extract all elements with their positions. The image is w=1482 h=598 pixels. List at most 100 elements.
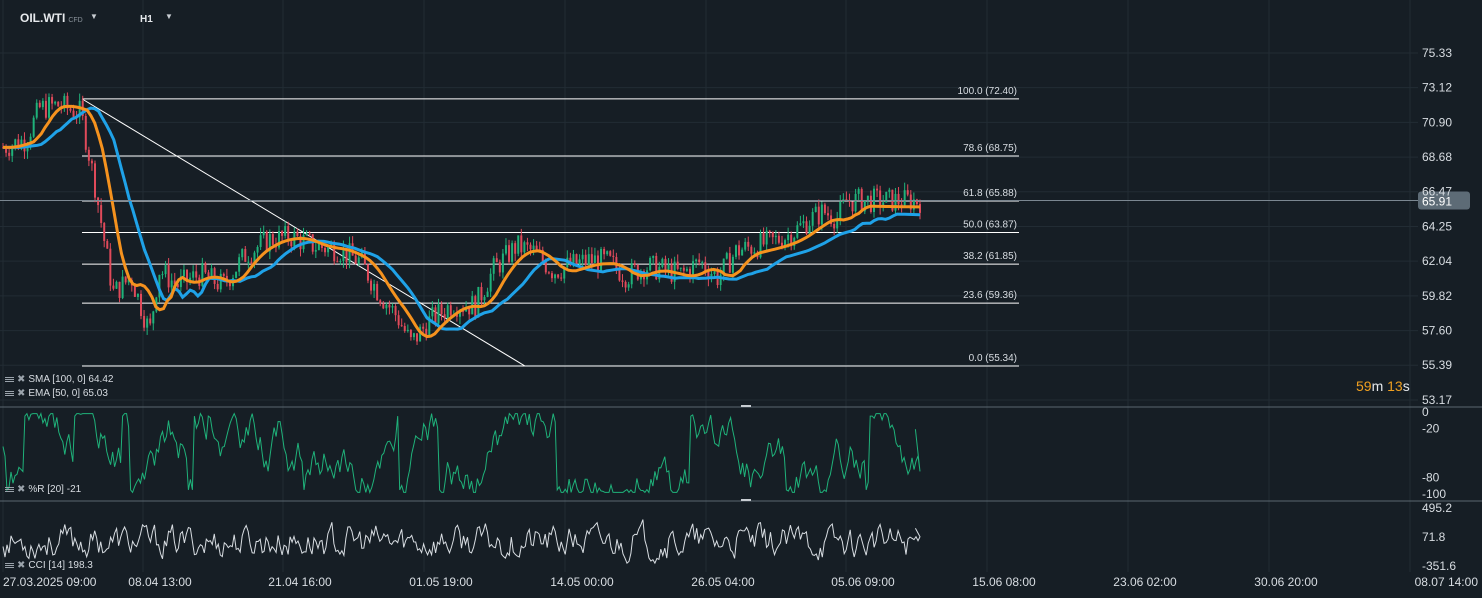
- candle-body: [173, 280, 176, 285]
- wr-axis-label: 0: [1422, 405, 1429, 419]
- candle-body: [161, 274, 164, 276]
- price-axis-label: 62.04: [1422, 254, 1452, 268]
- candle-body: [210, 268, 213, 278]
- candle-body: [483, 296, 486, 301]
- candle-body: [382, 303, 385, 309]
- wr-axis-label: -80: [1422, 471, 1440, 485]
- ema-line[interactable]: [3, 104, 920, 339]
- candle-body: [698, 259, 701, 263]
- settings-lines-icon[interactable]: [5, 390, 15, 398]
- candle-body: [357, 257, 360, 264]
- candle-body: [848, 200, 851, 202]
- candle-body: [584, 254, 587, 265]
- candle-body: [265, 231, 268, 252]
- candle-body: [495, 258, 498, 263]
- candle-body: [630, 263, 633, 285]
- candle-body: [376, 283, 379, 301]
- price-axis-label: 66.47: [1422, 185, 1452, 199]
- williams-r-line[interactable]: [2, 411, 921, 495]
- candle-body: [106, 241, 109, 249]
- candle-body: [115, 281, 118, 289]
- candle-body: [271, 234, 274, 245]
- legend-ema: ✖ EMA [50, 0] 65.03: [5, 388, 108, 399]
- candle-body: [771, 231, 774, 238]
- cci-line[interactable]: [2, 519, 921, 565]
- legend-wr-label: %R [20] -21: [28, 484, 82, 495]
- candle-body: [796, 225, 799, 238]
- candle-body: [262, 231, 265, 236]
- candle-body: [72, 110, 75, 118]
- candle-body: [182, 269, 185, 277]
- fib-level-label: 23.6 (59.36): [963, 290, 1017, 301]
- candle-body: [290, 241, 293, 247]
- pane-resize-handle[interactable]: [741, 405, 751, 407]
- candle-body: [575, 254, 578, 265]
- candle-body: [854, 193, 857, 212]
- timeframe-selector[interactable]: H1: [140, 14, 153, 25]
- sma-line[interactable]: [3, 106, 921, 331]
- candle-body: [550, 273, 553, 279]
- settings-lines-icon[interactable]: [5, 562, 15, 570]
- candle-body: [692, 261, 695, 278]
- close-icon[interactable]: ✖: [17, 560, 26, 571]
- time-axis-label: 08.04 13:00: [128, 575, 192, 589]
- symbol-selector[interactable]: OIL.WTI CFD: [20, 11, 83, 25]
- candle-body: [400, 325, 403, 327]
- candle-body: [774, 235, 777, 238]
- time-axis-label: 27.03.2025 09:00: [3, 575, 97, 589]
- time-axis-label: 05.06 09:00: [831, 575, 895, 589]
- legend-sma-label: SMA [100, 0] 64.42: [28, 374, 114, 385]
- candle-body: [508, 245, 511, 262]
- candle-body: [814, 206, 817, 212]
- cci-axis-label: 495.2: [1422, 501, 1452, 515]
- candle-body: [725, 253, 728, 259]
- settings-lines-icon[interactable]: [5, 486, 15, 494]
- candle-body: [146, 318, 149, 328]
- candle-body: [578, 259, 581, 265]
- candle-body: [100, 205, 103, 224]
- symbol-chevron-down-icon[interactable]: ▼: [90, 12, 98, 21]
- current-price-label: 65.91: [1422, 195, 1452, 209]
- candle-body: [416, 333, 419, 342]
- candle-body: [833, 223, 836, 229]
- candle-body: [149, 318, 152, 324]
- time-axis-label: 14.05 00:00: [550, 575, 614, 589]
- candle-body: [768, 230, 771, 232]
- candle-body: [388, 304, 391, 308]
- candle-body: [32, 117, 35, 137]
- candle-body: [676, 261, 679, 269]
- candle-body: [228, 282, 231, 287]
- candle-body: [431, 307, 434, 317]
- candle-body: [238, 257, 241, 272]
- time-axis-label: 15.06 08:00: [972, 575, 1036, 589]
- candle-body: [176, 284, 179, 288]
- candle-body: [57, 101, 60, 107]
- candle-body: [235, 271, 238, 278]
- candle-body: [731, 256, 734, 273]
- candle-body: [121, 276, 124, 298]
- close-icon[interactable]: ✖: [17, 484, 26, 495]
- candle-body: [284, 226, 287, 236]
- candle-body: [370, 280, 373, 291]
- candle-body: [517, 235, 520, 254]
- candle-body: [498, 262, 501, 273]
- price-axis-label: 64.25: [1422, 220, 1452, 234]
- candle-body: [345, 248, 348, 263]
- candle-body: [124, 276, 127, 283]
- candle-body: [489, 273, 492, 292]
- pane-resize-handle[interactable]: [741, 499, 751, 501]
- settings-lines-icon[interactable]: [5, 376, 15, 384]
- timeframe-chevron-down-icon[interactable]: ▼: [165, 12, 173, 21]
- candle-body: [713, 271, 716, 274]
- candle-body: [458, 310, 461, 317]
- candle-body: [38, 102, 41, 108]
- candle-body: [679, 267, 682, 269]
- close-icon[interactable]: ✖: [17, 374, 26, 385]
- candle-body: [84, 115, 87, 150]
- close-icon[interactable]: ✖: [17, 388, 26, 399]
- candle-body: [869, 195, 872, 213]
- candle-body: [403, 326, 406, 332]
- candle-body: [54, 101, 57, 104]
- candle-body: [44, 100, 47, 118]
